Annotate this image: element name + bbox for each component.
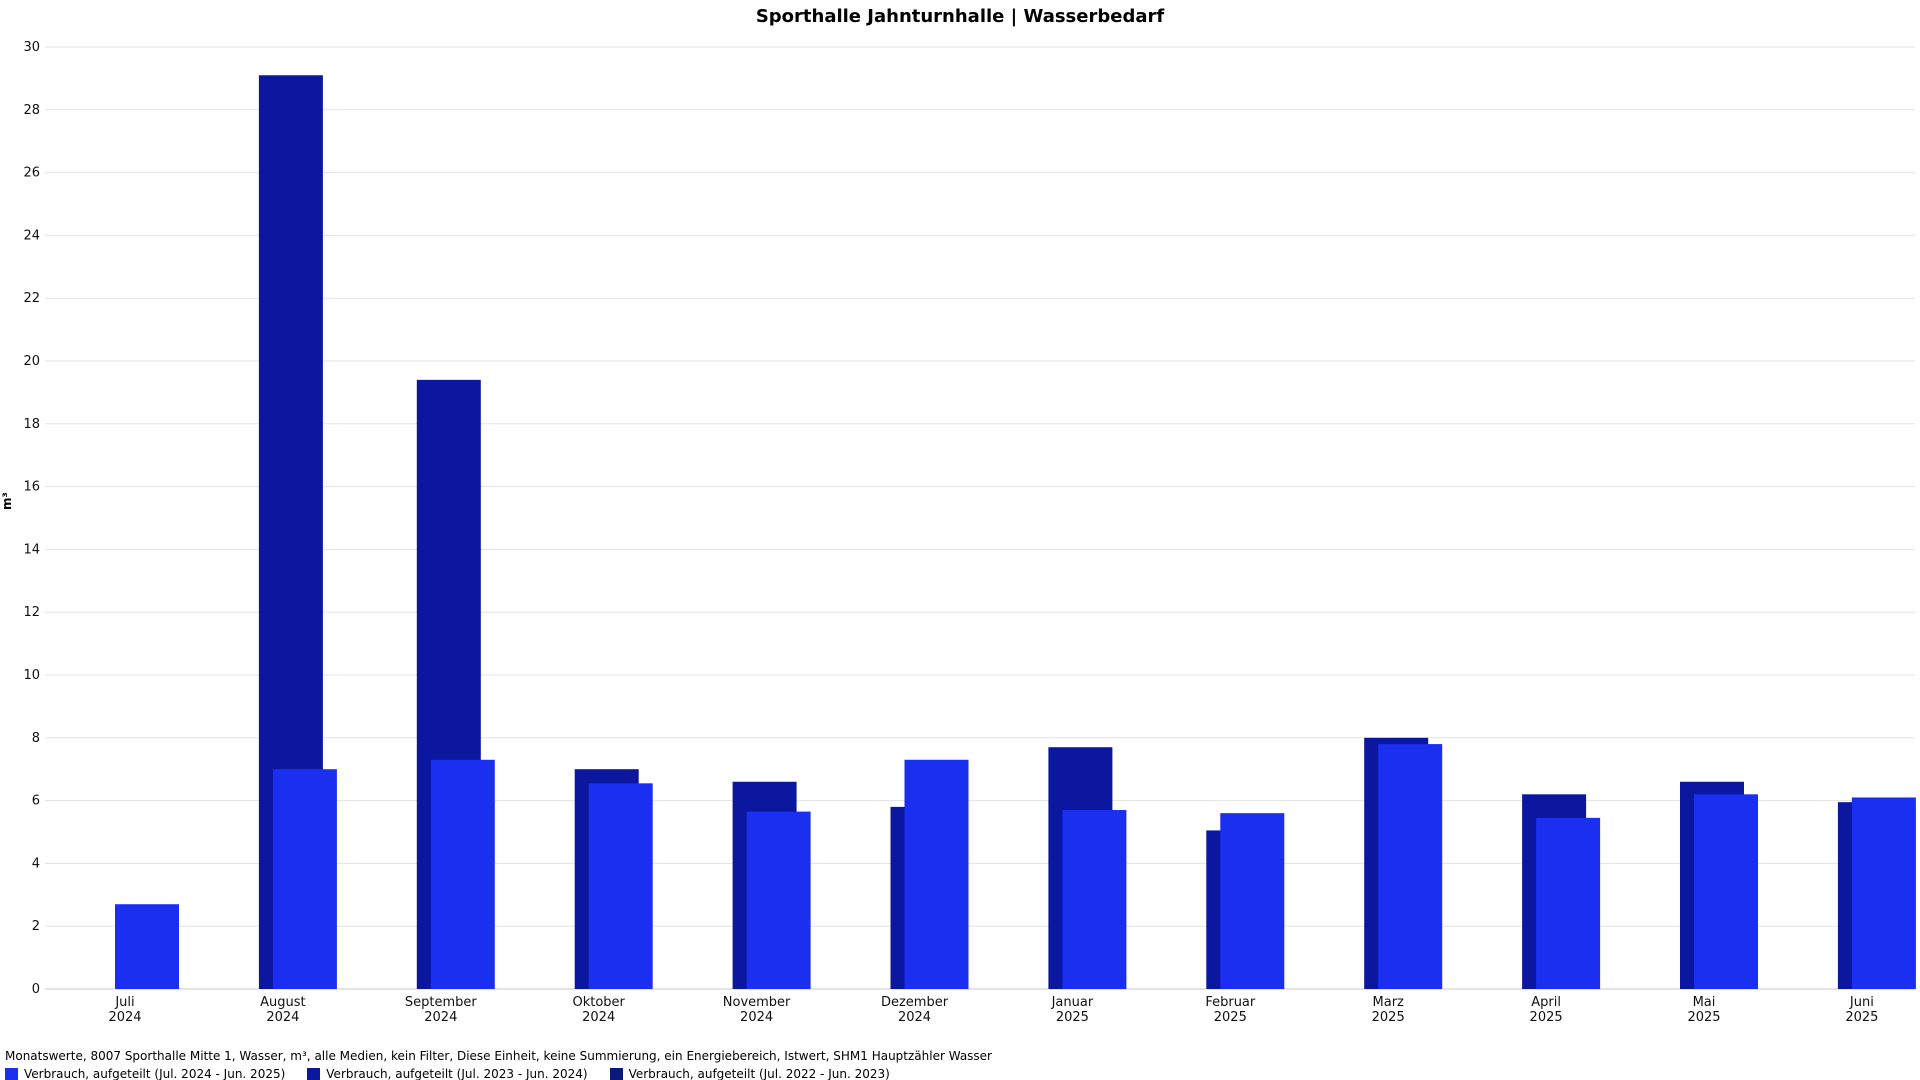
- legend-item[interactable]: Verbrauch, aufgeteilt (Jul. 2023 - Jun. …: [307, 1067, 588, 1080]
- y-tick-label: 26: [23, 166, 40, 181]
- bar-2024-2025: [1694, 794, 1758, 989]
- legend-label: Verbrauch, aufgeteilt (Jul. 2022 - Jun. …: [628, 1067, 890, 1080]
- bar-2024-2025: [1378, 744, 1443, 989]
- x-tick-label: 2025: [1214, 1010, 1247, 1025]
- x-tick-label: 2025: [1530, 1010, 1563, 1025]
- bar-2024-2025: [115, 904, 179, 989]
- y-tick-label: 28: [23, 103, 40, 118]
- y-tick-label: 8: [32, 731, 40, 746]
- legend-swatch: [307, 1067, 321, 1080]
- bar-2024-2025: [746, 811, 811, 989]
- x-tick-label: Juni: [1849, 995, 1874, 1010]
- y-tick-label: 24: [23, 228, 40, 243]
- y-tick-label: 20: [23, 354, 40, 369]
- y-tick-label: 0: [32, 982, 40, 997]
- x-tick-label: Oktober: [572, 995, 625, 1010]
- chart-canvas: 024681012141618202224262830Juli2024Augus…: [23, 40, 1916, 1025]
- x-tick-label: 2025: [1372, 1010, 1405, 1025]
- x-tick-label: April: [1531, 995, 1561, 1010]
- legend-label: Verbrauch, aufgeteilt (Jul. 2023 - Jun. …: [326, 1067, 588, 1080]
- x-tick-label: 2024: [266, 1010, 299, 1025]
- chart-description: Monatswerte, 8007 Sporthalle Mitte 1, Wa…: [5, 1049, 992, 1063]
- x-tick-label: Dezember: [881, 995, 949, 1010]
- x-tick-label: September: [405, 995, 478, 1010]
- y-tick-label: 18: [23, 417, 40, 432]
- y-tick-label: 12: [23, 605, 40, 620]
- legend-swatch: [5, 1067, 18, 1080]
- chart-title: Sporthalle Jahnturnhalle | Wasserbedarf: [755, 6, 1165, 27]
- legend-item[interactable]: Verbrauch, aufgeteilt (Jul. 2022 - Jun. …: [609, 1067, 890, 1080]
- legend-item[interactable]: Verbrauch, aufgeteilt (Jul. 2024 - Jun. …: [5, 1067, 285, 1080]
- x-tick-label: August: [260, 995, 306, 1010]
- x-tick-label: Februar: [1205, 995, 1256, 1010]
- bar-2024-2025: [588, 783, 653, 989]
- x-tick-label: 2024: [582, 1010, 615, 1025]
- legend: Verbrauch, aufgeteilt (Jul. 2024 - Jun. …: [5, 1067, 890, 1080]
- y-tick-label: 16: [23, 480, 40, 495]
- bar-2024-2025: [1220, 813, 1285, 989]
- x-tick-label: Juli: [114, 995, 134, 1010]
- x-tick-label: Mai: [1693, 995, 1716, 1010]
- bar-2024-2025: [272, 769, 337, 989]
- x-tick-label: 2025: [1845, 1010, 1878, 1025]
- x-tick-label: 2025: [1056, 1010, 1089, 1025]
- y-tick-label: 4: [32, 856, 40, 871]
- x-tick-label: November: [723, 995, 791, 1010]
- x-tick-label: 2024: [424, 1010, 457, 1025]
- bar-2024-2025: [1062, 810, 1127, 989]
- bar-2024-2025: [904, 759, 969, 989]
- y-tick-label: 2: [32, 919, 40, 934]
- y-tick-label: 10: [23, 668, 40, 683]
- x-tick-label: 2025: [1687, 1010, 1720, 1025]
- legend-swatch: [609, 1067, 623, 1080]
- bar-2024-2025: [1536, 817, 1601, 989]
- x-tick-label: 2024: [108, 1010, 141, 1025]
- x-tick-label: Marz: [1373, 995, 1405, 1010]
- y-tick-label: 22: [23, 291, 40, 306]
- bar-2024-2025: [430, 759, 495, 989]
- bar-2024-2025: [1851, 797, 1916, 989]
- x-tick-label: Januar: [1051, 995, 1094, 1010]
- x-tick-label: 2024: [898, 1010, 931, 1025]
- y-tick-label: 30: [23, 40, 40, 55]
- legend-label: Verbrauch, aufgeteilt (Jul. 2024 - Jun. …: [24, 1067, 286, 1080]
- x-tick-label: 2024: [740, 1010, 773, 1025]
- y-tick-label: 6: [32, 794, 40, 809]
- y-tick-label: 14: [23, 542, 40, 557]
